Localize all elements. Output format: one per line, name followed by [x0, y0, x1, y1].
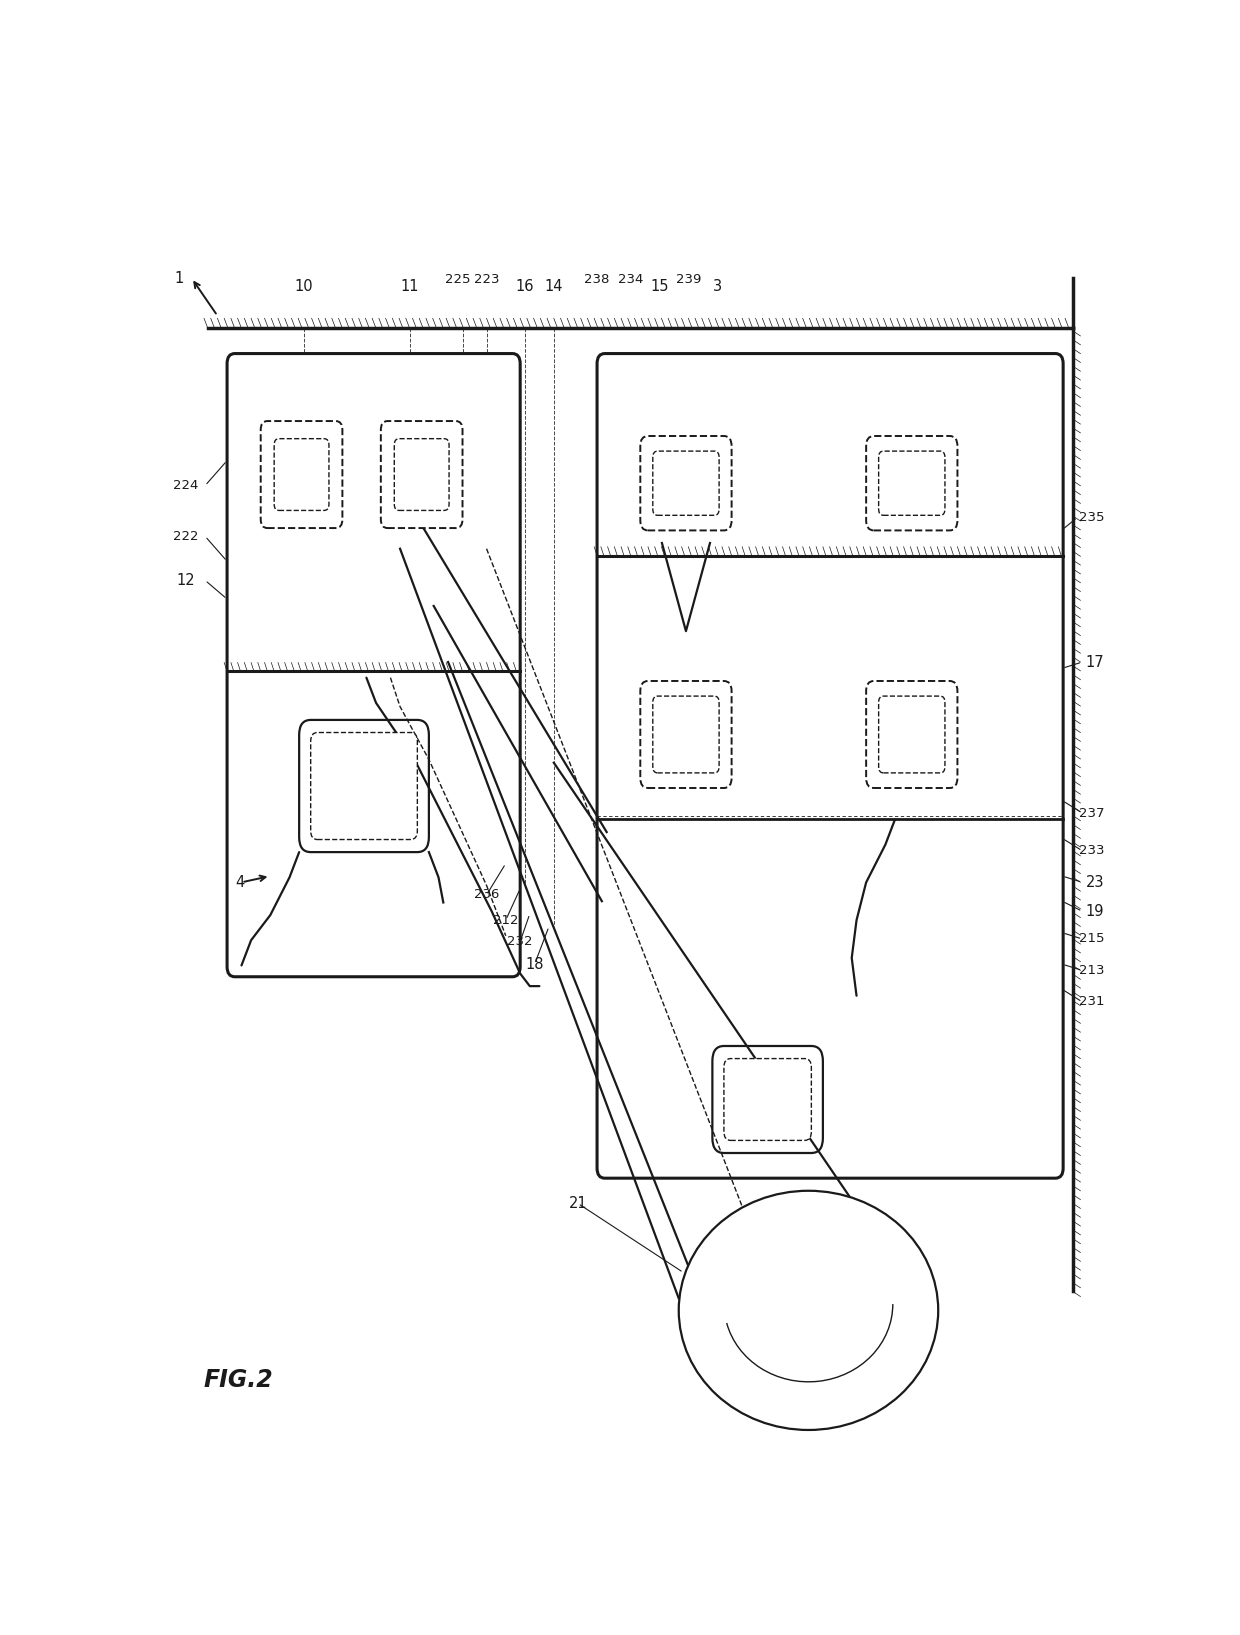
FancyBboxPatch shape: [866, 437, 957, 530]
Text: 234: 234: [618, 273, 644, 286]
FancyBboxPatch shape: [640, 682, 732, 788]
Text: 232: 232: [507, 935, 533, 948]
Text: 4: 4: [234, 875, 244, 889]
Text: 237: 237: [1079, 806, 1105, 819]
Text: 11: 11: [401, 280, 419, 294]
Text: 233: 233: [1079, 844, 1105, 857]
FancyBboxPatch shape: [879, 451, 945, 515]
FancyBboxPatch shape: [640, 437, 732, 530]
FancyBboxPatch shape: [299, 719, 429, 852]
Text: 222: 222: [174, 530, 198, 543]
Text: 23: 23: [1085, 875, 1104, 889]
Text: 224: 224: [174, 479, 198, 492]
Text: 239: 239: [676, 273, 701, 286]
Text: 212: 212: [494, 914, 518, 927]
Text: 223: 223: [474, 273, 500, 286]
FancyBboxPatch shape: [274, 438, 329, 510]
Text: 221: 221: [332, 775, 358, 788]
FancyBboxPatch shape: [311, 732, 418, 839]
Text: 10: 10: [295, 280, 314, 294]
Text: 225: 225: [445, 273, 470, 286]
FancyBboxPatch shape: [227, 353, 521, 976]
Text: 215: 215: [1079, 932, 1105, 945]
Text: 1: 1: [175, 270, 184, 286]
Text: 214: 214: [378, 800, 403, 813]
FancyBboxPatch shape: [596, 353, 1063, 1179]
Text: 18: 18: [526, 956, 544, 971]
Text: 12: 12: [176, 572, 195, 587]
Text: 19: 19: [1085, 904, 1104, 919]
FancyBboxPatch shape: [879, 697, 945, 773]
Text: 21: 21: [568, 1195, 588, 1212]
Text: 16: 16: [516, 280, 534, 294]
Text: 235: 235: [1079, 510, 1105, 523]
FancyBboxPatch shape: [866, 682, 957, 788]
FancyBboxPatch shape: [652, 697, 719, 773]
FancyBboxPatch shape: [724, 1058, 811, 1141]
Text: 238: 238: [584, 273, 610, 286]
Text: 211: 211: [843, 1254, 869, 1267]
Text: 236: 236: [474, 888, 500, 901]
FancyBboxPatch shape: [652, 451, 719, 515]
Text: 22: 22: [314, 762, 332, 777]
Text: 3: 3: [713, 280, 722, 294]
FancyBboxPatch shape: [394, 438, 449, 510]
Text: 231: 231: [1079, 996, 1105, 1009]
FancyBboxPatch shape: [713, 1046, 823, 1153]
Text: FIG.2: FIG.2: [203, 1367, 273, 1391]
Text: 14: 14: [544, 280, 563, 294]
Text: 15: 15: [650, 280, 668, 294]
Text: 13: 13: [357, 786, 376, 801]
Text: 213: 213: [1079, 965, 1105, 978]
FancyBboxPatch shape: [381, 422, 463, 528]
Text: 17: 17: [1085, 654, 1104, 669]
Ellipse shape: [678, 1190, 939, 1431]
FancyBboxPatch shape: [260, 422, 342, 528]
